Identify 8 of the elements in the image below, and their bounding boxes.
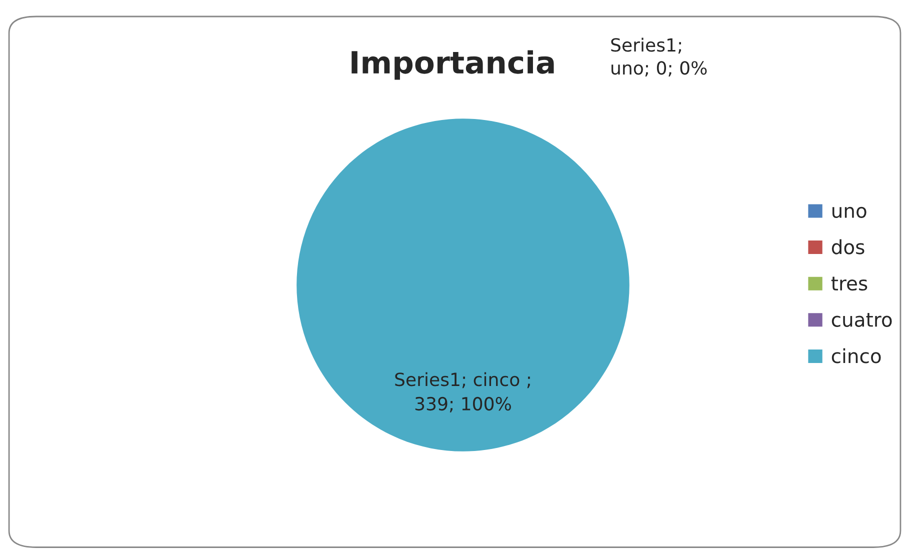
text: Series1; uno; 0; 0% <box>611 38 707 77</box>
chart-title: Importancia <box>352 50 554 80</box>
legend-label: cinco <box>832 348 881 364</box>
legend-label: uno <box>832 206 866 218</box>
legend-label: dos <box>832 239 864 254</box>
legend-label: tres <box>831 276 868 291</box>
data-label: Series1; cinco ; 339; 100% <box>395 372 530 412</box>
legend-label: cuatro <box>832 313 892 327</box>
